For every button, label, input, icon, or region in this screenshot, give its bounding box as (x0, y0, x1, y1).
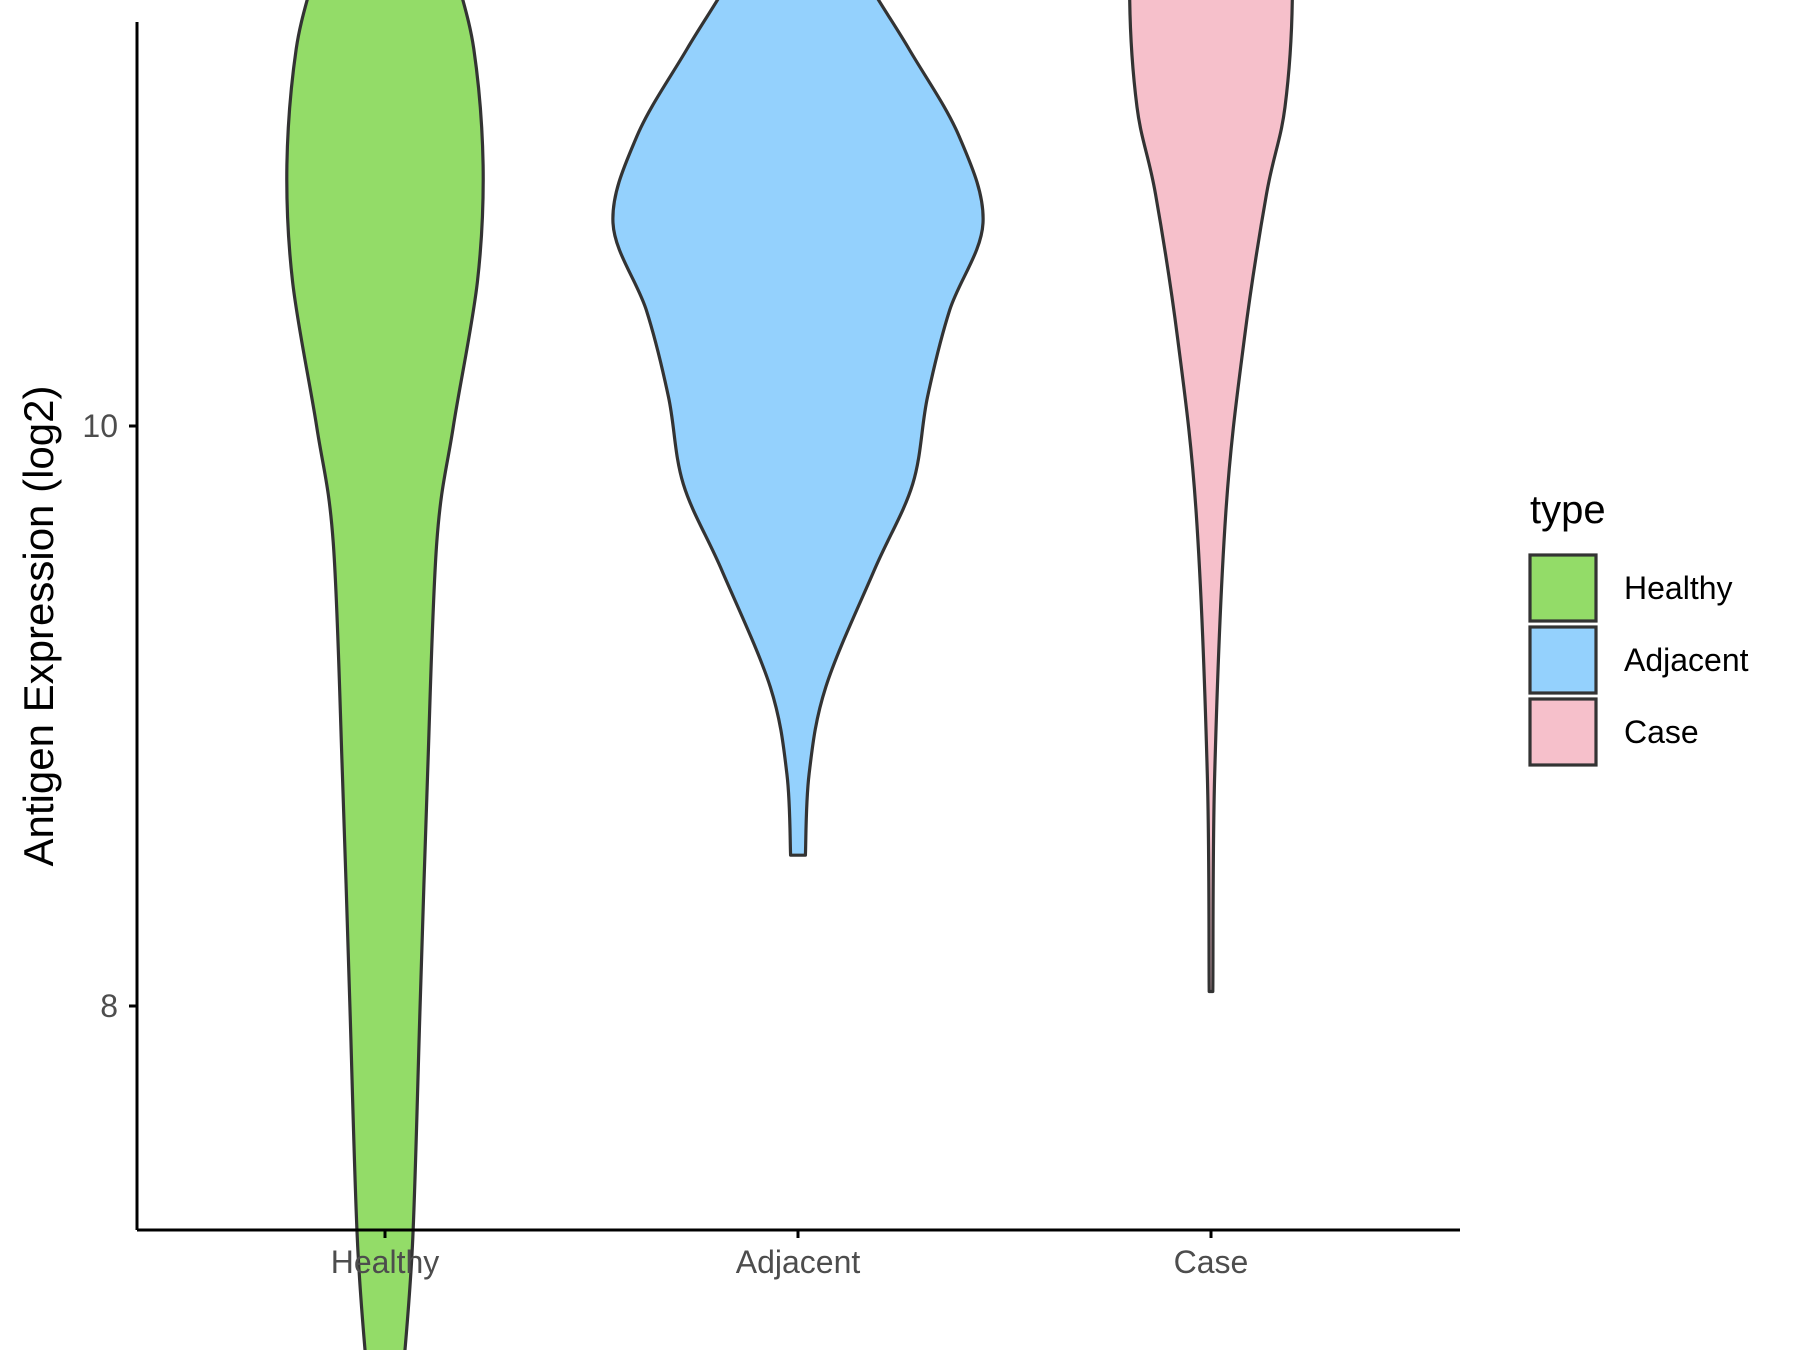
y-tick-label: 8 (100, 988, 118, 1024)
legend-key-adjacent (1528, 625, 1598, 695)
legend-label: Healthy (1624, 570, 1733, 606)
violin-case (1128, 0, 1294, 994)
legend-key-healthy (1528, 553, 1598, 623)
x-tick-label: Case (1174, 1244, 1249, 1280)
y-ticks: 8101214 (82, 408, 137, 1024)
x-tick-label: Healthy (331, 1244, 440, 1280)
violin-healthy (285, 0, 485, 1350)
legend-label: Adjacent (1624, 642, 1749, 678)
legend-title: type (1530, 488, 1606, 532)
violin-layer (285, 0, 1294, 1350)
violin-adjacent (611, 0, 985, 857)
legend-label: Case (1624, 714, 1699, 750)
y-axis-title: Antigen Expression (log2) (15, 386, 62, 867)
x-ticks: Healthy Adjacent Case (331, 1230, 1249, 1280)
y-tick-label: 10 (82, 408, 118, 444)
x-tick-label: Adjacent (736, 1244, 861, 1280)
legend-key-case (1528, 697, 1598, 767)
legend: Healthy Adjacent Case (1528, 553, 1749, 767)
